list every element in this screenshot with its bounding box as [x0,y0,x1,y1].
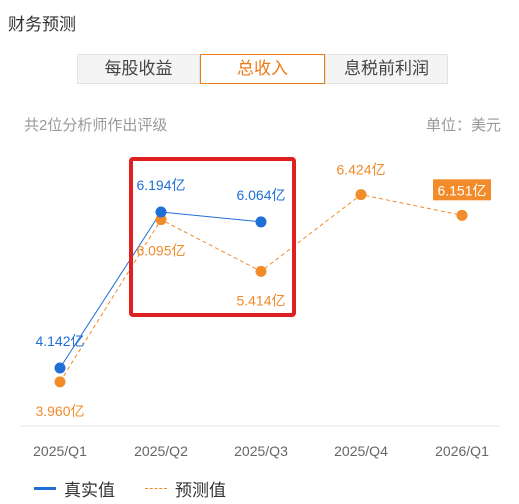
x-tick-label: 2025/Q1 [33,443,87,459]
legend-forecast: 预测值 [145,476,226,501]
forecast-data-label: 6.151亿 [437,182,486,198]
x-tick-label: 2025/Q4 [334,443,388,459]
forecast-data-label: 6.095亿 [136,243,185,259]
forecast-point [355,189,367,201]
tab-total-revenue[interactable]: 总收入 [200,54,325,84]
tab-eps[interactable]: 每股收益 [77,54,200,84]
actual-data-label: 6.194亿 [136,177,185,193]
forecast-data-label: 5.414亿 [236,292,285,308]
unit-label: 单位：美元 [425,117,501,134]
highlight-box [129,157,296,317]
actual-series-line [59,211,262,369]
legend-actual: 真实值 [34,476,115,501]
x-tick-label: 2025/Q2 [134,443,188,459]
page-title: 财务预测 [8,15,76,34]
legend-actual-swatch [34,487,56,490]
chart-legend: 真实值 预测值 [34,476,256,501]
legend-forecast-label: 预测值 [175,481,226,500]
x-tick-label: 2025/Q3 [234,443,288,459]
legend-actual-label: 真实值 [64,481,115,500]
forecast-data-label: 6.424亿 [336,162,385,178]
forecast-label-highlight-bg [433,179,491,201]
actual-data-label: 6.064亿 [236,187,285,203]
legend-forecast-swatch [145,488,167,489]
analyst-count: 共2位分析师作出评级 [24,117,168,134]
forecast-point [54,376,66,388]
tab-ebit[interactable]: 息税前利润 [325,54,448,84]
x-tick-label: 2026/Q1 [435,443,489,459]
actual-point [155,206,167,218]
forecast-point [155,214,167,226]
forecast-point [456,209,468,221]
metric-tabs: 每股收益 总收入 息税前利润 [77,54,448,84]
forecast-point [255,265,267,277]
actual-point [54,362,66,374]
actual-point [255,216,267,228]
actual-data-label: 4.142亿 [35,333,84,349]
forecast-data-label: 3.960亿 [35,403,84,419]
